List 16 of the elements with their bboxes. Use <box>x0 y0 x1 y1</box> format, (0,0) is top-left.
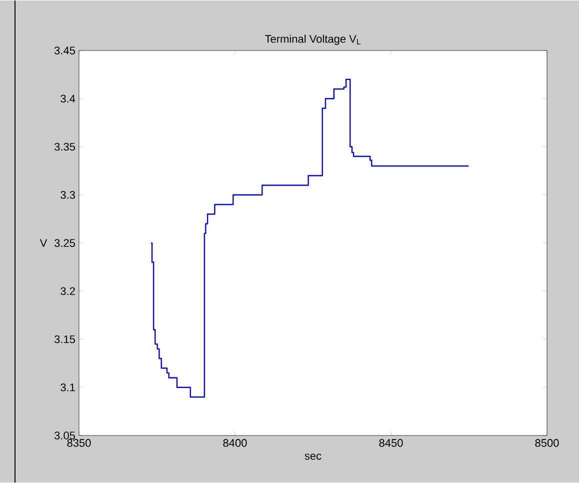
chart-title: Terminal Voltage V$_{L}$ <box>265 34 360 45</box>
y-tick-label: 3.1 <box>60 383 75 392</box>
y-tick-label: 3.35 <box>54 142 75 151</box>
x-tick-label: 8500 <box>535 439 559 447</box>
x-axis-title: sec <box>304 454 322 460</box>
x-tick-label: 8450 <box>379 439 403 447</box>
y-tick-label: 3.25 <box>54 239 75 247</box>
y-tick-label: 3.3 <box>60 190 75 199</box>
y-tick-label: 3.05 <box>54 432 75 440</box>
y-tick-label: 3.2 <box>60 287 75 296</box>
y-axis-title: V <box>40 239 48 247</box>
y-tick-label: 3.15 <box>54 335 75 344</box>
y-tick-label: 3.4 <box>60 94 76 103</box>
x-tick-label: 8400 <box>223 439 247 447</box>
y-tick-label: 3.45 <box>54 46 75 54</box>
x-tick-label: 8350 <box>67 439 91 447</box>
